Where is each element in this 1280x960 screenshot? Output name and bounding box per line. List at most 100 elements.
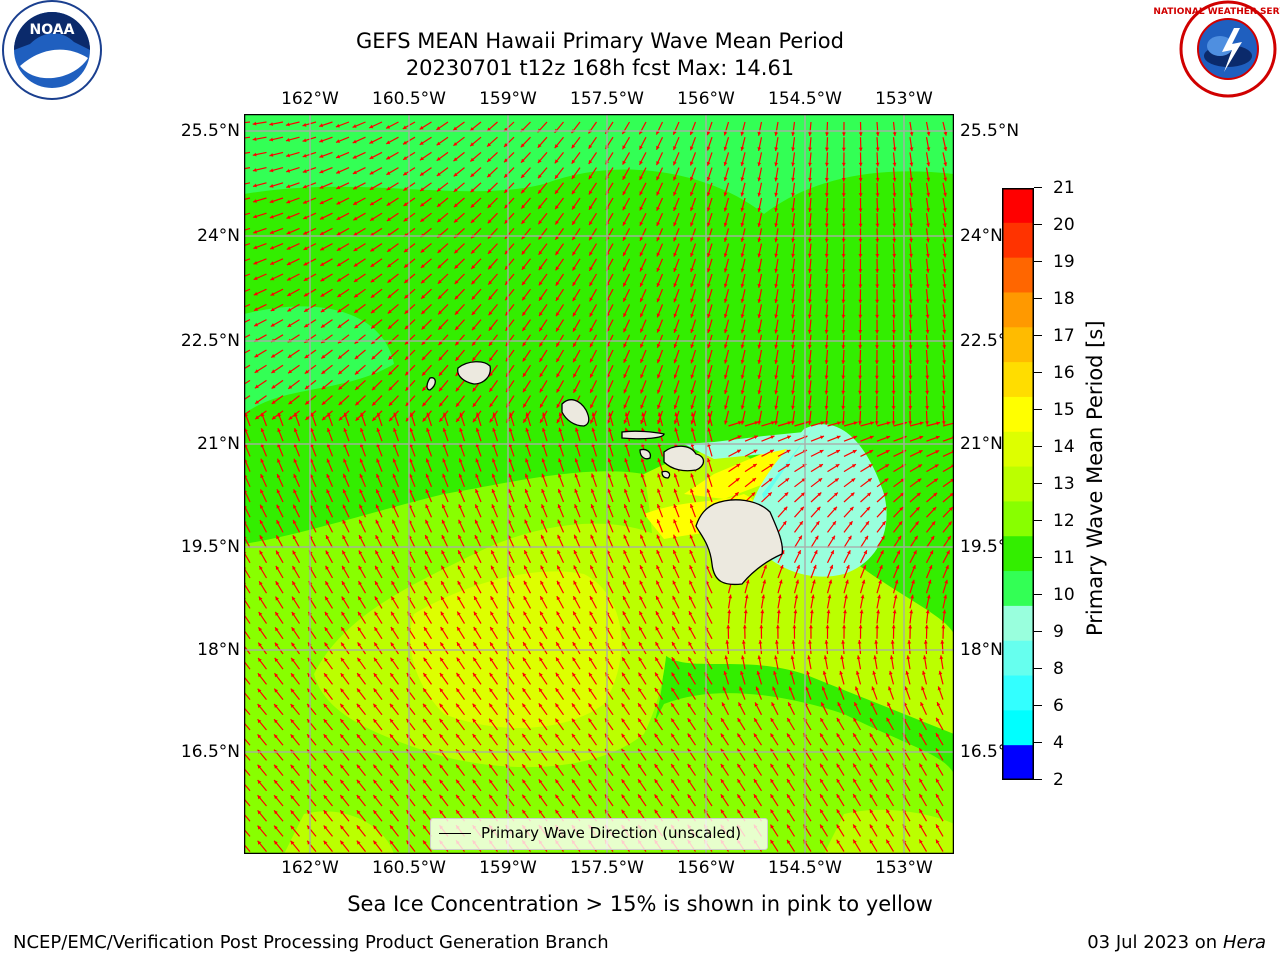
wave-arrow-head [656,267,661,272]
wave-arrow-head [621,779,626,784]
wave-arrow-head [425,519,429,524]
wave-arrow-head [925,284,930,288]
wave-arrow-head [521,204,526,209]
wave-arrow-head [491,519,495,524]
wave-arrow-head [815,521,820,526]
wave-arrow-head [356,810,361,815]
wave-arrow-head [856,655,861,660]
wave-arrow-head [589,282,593,287]
wave-arrow-head [707,283,711,288]
wave-arrow-head [437,187,441,192]
wave-arrow [244,151,251,155]
wave-arrow-head [623,580,627,585]
wave-arrow-head [574,534,578,539]
wave-arrow-head [555,672,560,677]
wave-arrow-head [253,199,257,203]
wave-arrow-head [556,611,560,616]
wave-arrow-head [275,627,279,632]
wave-arrow-head [794,594,799,599]
wave-arrow-head [257,810,262,815]
wave-arrow-head [791,390,795,395]
wave-arrow-head [875,238,880,243]
wave-arrow-head [846,565,850,569]
wave-arrow-head [723,131,728,136]
wave-arrow-head [589,251,593,256]
wave-arrow [244,136,251,139]
wave-arrow-head [656,282,661,287]
wave-arrow-head [909,147,914,152]
wave-arrow-head [302,123,307,127]
wave-arrow-head [757,344,762,349]
wave-arrow-head [439,387,443,392]
wave-arrow-head [757,131,762,136]
wave-arrow-head [824,375,829,380]
wave-arrow-head [523,642,527,647]
wave-arrow-head [522,357,527,362]
wave-arrow-head [858,208,863,212]
wave-arrow-head [439,417,444,422]
wave-arrow-head [374,657,378,662]
wave-arrow-head [488,341,493,346]
wave-arrow-head [690,405,695,409]
wave-arrow-head [774,375,779,379]
wave-arrow-head [391,550,396,555]
wave-arrow-head [656,176,660,181]
wave-arrow-head [470,219,475,223]
wave-arrow-head [588,794,592,799]
wave-arrow-head [556,419,561,424]
wave-arrow-head [673,344,678,348]
wave-arrow-head [870,421,874,425]
colorbar-tick-label: 9 [1053,622,1064,642]
wave-arrow-head [640,473,645,478]
lon-label-top: 157.5°W [570,89,644,109]
wave-arrow-head [293,474,297,478]
wave-arrow-head [841,375,846,380]
wave-arrow-head [325,581,329,586]
lat-label-right: 21°N [960,434,1003,454]
wave-arrow-head [757,223,762,227]
wave-arrow-head [387,248,392,252]
colorbar-tick-mark [1034,298,1042,300]
wave-arrow-head [303,200,307,204]
wave-arrow-head [269,153,274,157]
wave-arrow-head [389,779,394,784]
wave-arrow-head [673,473,678,478]
wave-arrow-head [760,609,765,614]
wave-arrow-head [258,658,262,662]
wave-arrow-head [340,764,344,769]
wave-arrow-head [607,473,612,478]
wave-arrow-head [290,764,295,769]
wave-arrow-head [541,519,545,524]
wave-arrow-head [591,427,596,432]
wave-arrow-head [936,824,940,829]
wave-arrow-head [870,717,874,722]
wave-arrow-head [439,718,444,723]
wave-arrow-head [456,794,460,799]
wave-arrow-head [740,390,745,394]
wave-arrow-head [822,670,827,675]
wave-arrow-head [409,489,413,494]
wave-arrow-head [690,359,695,364]
wave-arrow-head [782,521,787,526]
wave-arrow-head [555,779,559,784]
wave-arrow-head [370,217,375,221]
wave-arrow-head [340,840,344,845]
wave-arrow-head [830,550,834,555]
wave-arrow-head [824,193,829,197]
lat-label-right: 18°N [960,640,1003,660]
wave-arrow-head [607,504,611,509]
wave-arrow-head [925,421,929,425]
wave-arrow-head [624,473,628,478]
wave-arrow-head [654,718,659,723]
wave-arrow-head [354,293,359,298]
wave-arrow-head [656,222,660,226]
wave-arrow-head [522,372,527,377]
wave-arrow-head [539,357,543,362]
wave-arrow-head [672,595,676,600]
wave-arrow-head [863,550,867,555]
wave-arrow-head [841,640,845,644]
wave-arrow-head [741,640,746,644]
wave-arrow-head [337,324,342,328]
wave-arrow-head [424,611,428,616]
wave-arrow-head [369,155,374,159]
